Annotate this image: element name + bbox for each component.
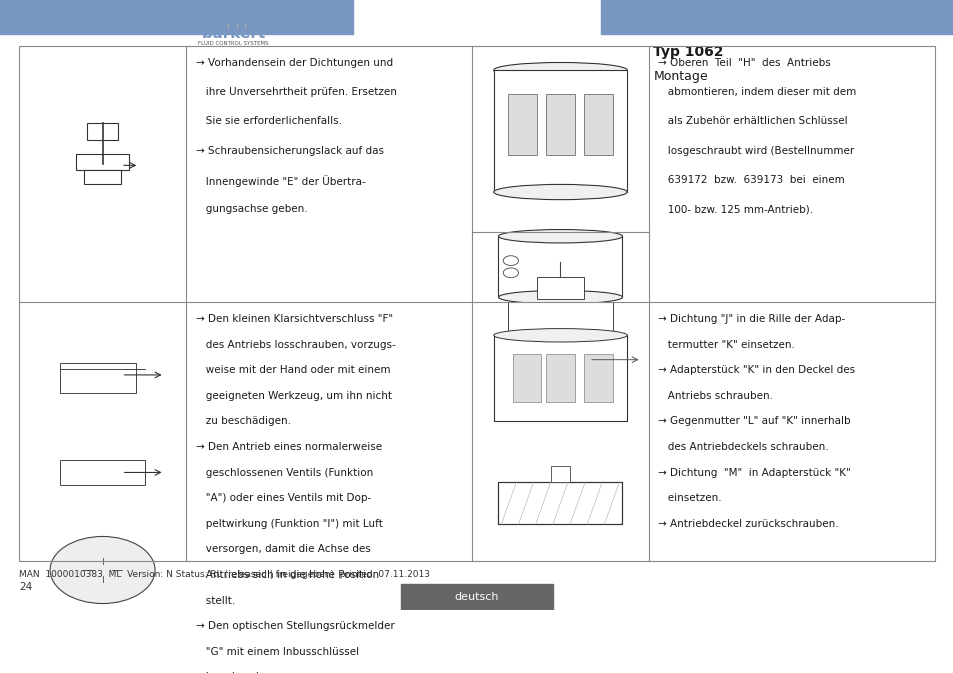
Bar xyxy=(0,0,353,34)
Text: des Antriebs losschrauben, vorzugs-: des Antriebs losschrauben, vorzugs- xyxy=(195,340,395,349)
Text: losgeschraubt wird (Bestellnummer: losgeschraubt wird (Bestellnummer xyxy=(658,145,854,155)
Text: deutsch: deutsch xyxy=(455,592,498,602)
Ellipse shape xyxy=(493,63,626,77)
Text: Antriebs schrauben.: Antriebs schrauben. xyxy=(658,391,773,400)
Text: abmontieren, indem dieser mit dem: abmontieren, indem dieser mit dem xyxy=(658,87,856,97)
Text: Montage: Montage xyxy=(653,70,707,83)
Text: → Den optischen Stellungsrückmelder: → Den optischen Stellungsrückmelder xyxy=(195,621,394,631)
Text: weise mit der Hand oder mit einem: weise mit der Hand oder mit einem xyxy=(195,365,390,375)
Text: "G" mit einem Inbusschlüssel: "G" mit einem Inbusschlüssel xyxy=(195,647,358,657)
Text: Typ 1062: Typ 1062 xyxy=(653,45,723,59)
Bar xyxy=(493,335,626,421)
Circle shape xyxy=(51,536,154,604)
Text: als Zubehör erhältlichen Schlüssel: als Zubehör erhältlichen Schlüssel xyxy=(658,116,847,127)
Bar xyxy=(600,0,953,34)
Text: 100- bzw. 125 mm-Antrieb).: 100- bzw. 125 mm-Antrieb). xyxy=(658,204,813,214)
Bar xyxy=(497,482,621,524)
Bar xyxy=(507,302,612,335)
Text: FLUID CONTROL SYSTEMS: FLUID CONTROL SYSTEMS xyxy=(198,42,269,46)
Text: → Oberen  Teil  "H"  des  Antriebs: → Oberen Teil "H" des Antriebs xyxy=(658,58,830,68)
Bar xyxy=(59,363,135,393)
Text: ihre Unversehrtheit prüfen. Ersetzen: ihre Unversehrtheit prüfen. Ersetzen xyxy=(195,87,396,97)
Bar xyxy=(497,236,621,297)
Bar xyxy=(400,584,553,610)
Text: termutter "K" einsetzen.: termutter "K" einsetzen. xyxy=(658,340,794,349)
Bar xyxy=(583,94,612,155)
Text: → Dichtung  "M"  in Adapterstück "K": → Dichtung "M" in Adapterstück "K" xyxy=(658,468,850,478)
Text: einsetzen.: einsetzen. xyxy=(658,493,721,503)
Bar xyxy=(84,170,121,184)
Text: → Antriebdeckel zurückschrauben.: → Antriebdeckel zurückschrauben. xyxy=(658,519,838,529)
Text: versorgen, damit die Achse des: versorgen, damit die Achse des xyxy=(195,544,370,555)
Text: peltwirkung (Funktion "I") mit Luft: peltwirkung (Funktion "I") mit Luft xyxy=(195,519,382,529)
Text: Innengewinde "E" der Übertra-: Innengewinde "E" der Übertra- xyxy=(195,175,365,187)
Bar xyxy=(545,353,574,402)
Circle shape xyxy=(502,268,517,278)
Bar xyxy=(87,123,118,140)
Text: Sie sie erforderlichenfalls.: Sie sie erforderlichenfalls. xyxy=(195,116,341,127)
Text: geeigneten Werkzeug, um ihn nicht: geeigneten Werkzeug, um ihn nicht xyxy=(195,391,391,400)
Text: → Vorhandensein der Dichtungen und: → Vorhandensein der Dichtungen und xyxy=(195,58,393,68)
Ellipse shape xyxy=(497,291,621,304)
Bar xyxy=(497,482,621,524)
Bar xyxy=(536,277,583,299)
Circle shape xyxy=(502,256,517,265)
Ellipse shape xyxy=(493,184,626,200)
Bar xyxy=(550,466,569,482)
Text: → Den Antrieb eines normalerweise: → Den Antrieb eines normalerweise xyxy=(195,442,381,452)
Text: geschlossenen Ventils (Funktion: geschlossenen Ventils (Funktion xyxy=(195,468,373,478)
Text: "A") oder eines Ventils mit Dop-: "A") oder eines Ventils mit Dop- xyxy=(195,493,371,503)
Text: des Antriebdeckels schrauben.: des Antriebdeckels schrauben. xyxy=(658,442,828,452)
Bar xyxy=(583,353,612,402)
Text: bürkert: bürkert xyxy=(201,26,266,41)
Bar xyxy=(76,153,129,170)
Text: 639172  bzw.  639173  bei  einem: 639172 bzw. 639173 bei einem xyxy=(658,175,844,185)
Bar xyxy=(512,353,540,402)
Bar xyxy=(507,94,536,155)
Text: gungsachse geben.: gungsachse geben. xyxy=(195,204,307,214)
Bar xyxy=(545,94,574,155)
Ellipse shape xyxy=(497,229,621,243)
Ellipse shape xyxy=(493,328,626,342)
Text: Antriebs sich in die hohe Position: Antriebs sich in die hohe Position xyxy=(195,570,378,580)
Text: stellt.: stellt. xyxy=(195,596,234,606)
Text: → Schraubensicherungslack auf das: → Schraubensicherungslack auf das xyxy=(195,145,383,155)
Bar xyxy=(59,460,145,485)
Bar xyxy=(19,46,934,561)
Text: → Adapterstück "K" in den Deckel des: → Adapterstück "K" in den Deckel des xyxy=(658,365,855,375)
Text: MAN  1000010383  ML  Version: N Status: RL (released | freigegeben)  printed: 07: MAN 1000010383 ML Version: N Status: RL … xyxy=(19,570,430,579)
Text: 24: 24 xyxy=(19,582,32,592)
Bar xyxy=(493,70,626,192)
Text: → Dichtung "J" in die Rille der Adap-: → Dichtung "J" in die Rille der Adap- xyxy=(658,314,844,324)
Text: → Den kleinen Klarsichtverschluss "F": → Den kleinen Klarsichtverschluss "F" xyxy=(195,314,393,324)
Text: zu beschädigen.: zu beschädigen. xyxy=(195,417,291,427)
Text: → Gegenmutter "L" auf "K" innerhalb: → Gegenmutter "L" auf "K" innerhalb xyxy=(658,417,850,427)
